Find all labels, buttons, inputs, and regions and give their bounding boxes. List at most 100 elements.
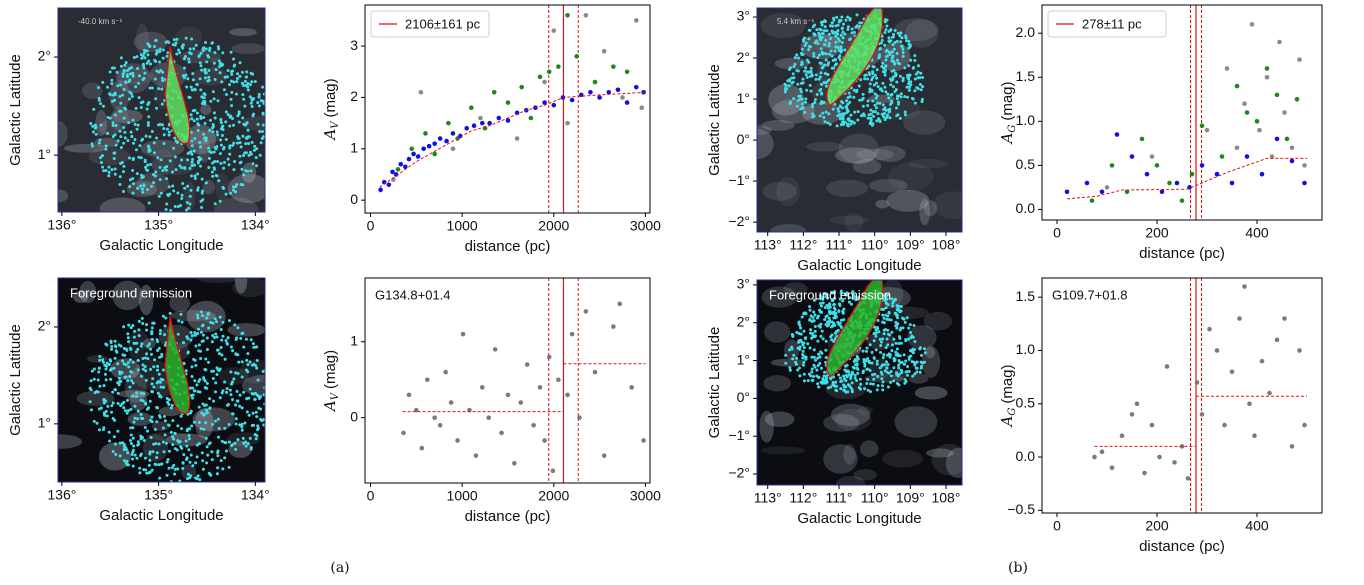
star [154,463,157,466]
star [885,346,888,349]
emission-cloud [89,148,131,166]
star [892,379,895,382]
x-axis-label: Galactic Longitude [797,510,921,527]
star [174,205,177,208]
star [203,100,206,103]
star [896,348,899,351]
star [93,420,96,423]
star [115,124,118,127]
star [838,49,841,52]
star [909,323,912,326]
star [902,326,905,329]
star [207,326,210,329]
star [169,209,172,212]
star [153,322,156,325]
star [851,390,854,393]
y-tick-label: −2° [728,465,750,481]
data-point [1222,423,1227,428]
star [863,114,866,117]
star [823,371,826,374]
star [161,77,164,80]
star [255,156,258,159]
star [245,70,248,73]
star [824,72,827,75]
star [204,421,207,424]
star [236,72,239,75]
star [789,369,792,372]
star [244,142,247,145]
star [177,333,180,336]
data-point [1225,66,1230,71]
star [113,92,116,95]
y-tick-label: 1.5 [1016,288,1036,304]
emission-cloud [239,359,270,383]
star [881,337,884,340]
x-tick-label: 2000 [538,218,569,234]
star [110,404,113,407]
star [197,123,200,126]
star [851,381,854,384]
star [913,324,916,327]
star [832,376,835,379]
star [160,353,163,356]
star [106,362,109,365]
star [235,80,238,83]
star [163,166,166,169]
star [257,407,260,410]
data-point [551,28,556,33]
x-tick-label: 1000 [447,488,478,504]
star [842,375,845,378]
emission-cloud [823,444,858,474]
star [223,380,226,383]
star [803,70,806,73]
emission-cloud [100,197,146,220]
star [796,83,799,86]
star [806,59,809,62]
star [816,340,819,343]
star [248,414,251,417]
star [855,379,858,382]
star [228,144,231,147]
star [123,354,126,357]
data-point [492,90,497,95]
data-point [611,324,616,329]
star [896,52,899,55]
star [140,453,143,456]
star [94,126,97,129]
star [170,431,173,434]
star [817,32,820,35]
star [235,423,238,426]
star [255,437,258,440]
star [132,437,135,440]
star [128,185,131,188]
star [125,61,128,64]
star [251,424,254,427]
star [155,39,158,42]
star [171,171,174,174]
star [205,461,208,464]
star [830,334,833,337]
star [254,433,257,436]
data-point [1092,455,1097,460]
star [216,133,219,136]
star [820,47,823,50]
star [187,58,190,61]
star [841,26,844,29]
star [882,353,885,356]
star [162,57,165,60]
star [797,322,800,325]
star [906,365,909,368]
source-name: G134.8+01.4 [375,287,451,302]
star [180,313,183,316]
star [236,399,239,402]
star [130,379,133,382]
star [189,48,192,51]
star [814,325,817,328]
data-point [515,136,520,141]
star [831,31,834,34]
star [251,141,254,144]
star [840,19,843,22]
star [825,356,828,359]
star [820,92,823,95]
star [176,191,179,194]
